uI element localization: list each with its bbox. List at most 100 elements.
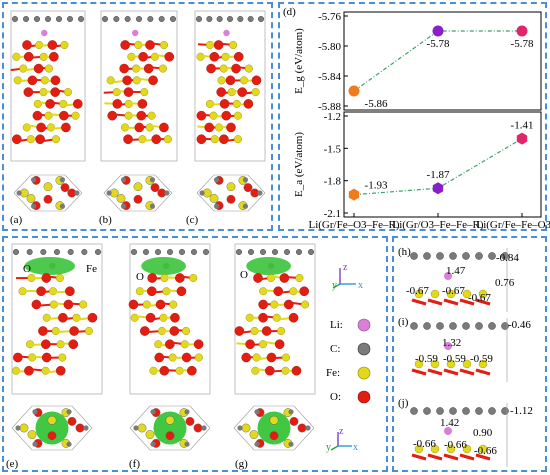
fe-o-bond: [475, 298, 491, 306]
panel-label-g: (g): [235, 458, 248, 470]
carbon-atom: [423, 322, 431, 330]
carbon-atom: [130, 248, 137, 255]
iron-atom: [55, 274, 64, 283]
carbon-atom: [32, 409, 38, 415]
carbon-atom: [423, 252, 431, 260]
iron-atom: [229, 41, 238, 50]
iron-atom: [227, 88, 236, 97]
oxygen-atom: [31, 299, 42, 310]
iron-atom: [251, 366, 260, 375]
h-fe-charge-1: -0.67: [406, 285, 429, 297]
iron-atom: [142, 300, 151, 309]
carbon-atom: [423, 407, 431, 415]
iron-atom: [414, 359, 424, 369]
subplot-1-frame: [343, 111, 542, 218]
iron-atom: [165, 415, 175, 425]
carbon-atom: [202, 248, 209, 255]
iron-atom: [446, 289, 456, 299]
iron-atom: [430, 359, 440, 369]
fe-o-bond: [443, 453, 459, 461]
subplot-0-ytick-label: -5.88: [318, 101, 341, 113]
legend-c-swatch: [357, 342, 371, 356]
oxygen-atom: [150, 183, 160, 193]
oxygen-atom: [164, 51, 175, 62]
j-carbon-charge: -1.12: [510, 405, 533, 417]
fe-o-bond: [459, 453, 475, 461]
iron-atom: [60, 41, 69, 50]
carbon-atom: [247, 15, 254, 22]
iron-atom: [138, 135, 147, 144]
axis-y-label: y: [332, 280, 337, 291]
carbon-atom: [32, 441, 38, 447]
carbon-atom: [462, 322, 470, 330]
oxygen-atom: [47, 431, 57, 441]
lithium-atom: [41, 29, 48, 37]
carbon-atom: [488, 252, 496, 260]
iron-atom: [137, 423, 147, 433]
legend-c-label: C:: [330, 343, 341, 355]
fe-o-bond: [411, 368, 427, 376]
carbon-atom: [149, 177, 156, 183]
charge-density-cloud: [246, 257, 291, 275]
i-fe-charge-3: -0.59: [470, 353, 493, 365]
carbon-atom: [184, 409, 190, 415]
oxygen-atom: [233, 51, 244, 62]
iron-atom: [430, 289, 440, 299]
charge-density-panel-efg: [2, 236, 388, 472]
carbon-atom: [475, 407, 483, 415]
oxygen-atom: [24, 365, 34, 376]
iron-atom: [58, 353, 67, 362]
iron-atom: [462, 289, 472, 299]
structures-panel-abc: [2, 2, 273, 231]
oxygen-atom: [146, 286, 157, 297]
oxygen-atom: [49, 51, 59, 62]
carbon-atom: [254, 441, 260, 447]
oxygen-atom: [297, 423, 307, 433]
iron-atom: [272, 313, 281, 322]
carbon-atom: [67, 248, 74, 255]
carbon-atom: [462, 252, 470, 260]
carbon-atom: [133, 425, 139, 431]
carbon-atom: [488, 322, 496, 330]
legend-o-label: O:: [330, 391, 341, 403]
oxygen-atom-label-f: O: [136, 271, 144, 283]
oxygen-atom: [148, 75, 158, 86]
fe-o-bond: [443, 298, 459, 306]
iron-atom: [59, 99, 68, 108]
bader-structures: [410, 248, 509, 467]
series-0-data-label-1: -5.78: [427, 38, 450, 50]
fe-o-bond: [475, 453, 491, 461]
axis-y-label-2: y: [326, 442, 331, 453]
carbon-atom: [23, 15, 30, 22]
subplot-0-frame: [343, 11, 542, 111]
carbon-atom: [66, 15, 73, 22]
iron-atom: [19, 423, 29, 433]
carbon-atom: [169, 15, 176, 22]
iron-atom: [446, 359, 456, 369]
oxygen-atom: [75, 423, 85, 433]
oxygen-atom-label: O: [23, 263, 31, 275]
oxygen-atom: [145, 312, 156, 323]
unit-cell-outline: [194, 10, 266, 162]
oxygen-atom: [170, 312, 180, 323]
carbon-atom: [308, 248, 315, 255]
carbon-atom: [190, 248, 197, 255]
oxygen-atom: [159, 122, 169, 133]
fe-o-bond: [411, 453, 427, 461]
carbon-atom: [15, 425, 21, 431]
oxygen-atom: [45, 99, 55, 109]
panel-label-e: (e): [6, 458, 19, 470]
oxygen-atom: [137, 99, 148, 109]
series-1-data-label-1: -1.87: [427, 169, 450, 181]
carbon-atom: [30, 177, 37, 183]
oxygen-atom: [219, 134, 229, 145]
oxygen-atom: [193, 339, 204, 350]
fe-o-bond: [443, 368, 459, 376]
legend-li-swatch: [357, 318, 371, 332]
carbon-atom: [94, 248, 101, 255]
panel-label-c: (c): [186, 214, 199, 226]
carbon-atom: [154, 248, 161, 255]
oxygen-atom: [273, 286, 284, 297]
subplot-1-ytick-label: -1.8: [324, 176, 342, 188]
carbon-atom: [120, 203, 127, 209]
